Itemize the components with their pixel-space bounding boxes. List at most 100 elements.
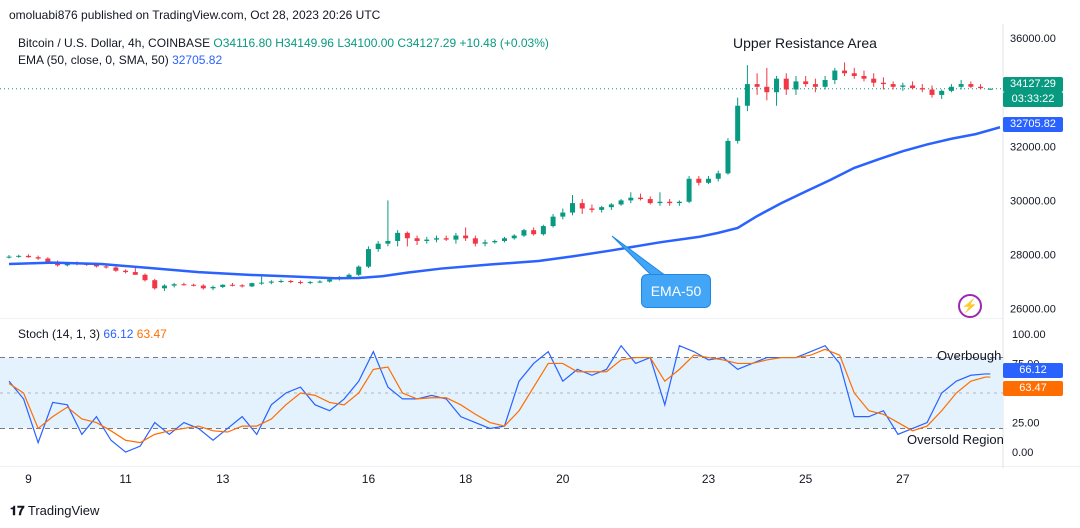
candle-body (978, 86, 984, 89)
candle-body (113, 267, 119, 271)
ema-line (8, 126, 1001, 280)
candle-body (871, 78, 877, 83)
candle-body (579, 203, 585, 209)
price-change: +10.48 (+0.03%) (459, 36, 549, 50)
candle-body (259, 282, 265, 284)
candle-body (511, 235, 517, 239)
candle-body (715, 173, 721, 179)
oversold-label: Oversold Region (907, 432, 1004, 447)
candle-body (696, 178, 702, 183)
candle-body (968, 84, 974, 87)
overbought-label: Overbough (937, 348, 1002, 363)
candle-body (268, 281, 274, 283)
tradingview-brand: 𝟏𝟕 TradingView (10, 503, 99, 519)
candle-body (540, 226, 546, 235)
stoch-k-value: 66.12 (103, 327, 134, 341)
price-tick-label: 36000.00 (1010, 33, 1056, 45)
lightning-icon[interactable]: ⚡ (958, 294, 982, 318)
stoch-label: Stoch (14, 1, 3) (18, 327, 101, 341)
candle-body (676, 201, 682, 204)
time-tick-label: 11 (119, 472, 132, 486)
candle-body (521, 230, 527, 236)
price-tick-label: 30000.00 (1010, 195, 1056, 207)
candle-body (239, 285, 245, 287)
candle-body (880, 82, 886, 85)
candle-body (453, 235, 459, 240)
candle-body (851, 73, 857, 76)
candle-body (958, 84, 964, 87)
candle-body (939, 90, 945, 95)
upper-resistance-label: Upper Resistance Area (733, 35, 877, 51)
candle-body (25, 255, 31, 258)
candle-body (987, 88, 993, 90)
candle-body (152, 280, 158, 289)
candle-body (550, 216, 556, 227)
candle-body (35, 257, 41, 259)
candle-body (346, 274, 352, 278)
time-tick-label: 20 (556, 472, 570, 486)
candle-body (161, 285, 167, 289)
candle-body (123, 270, 129, 273)
candle-body (832, 70, 838, 81)
candle-body (472, 238, 478, 244)
candle-body (433, 238, 439, 240)
countdown-tag: 03:33:22 (1003, 92, 1063, 107)
candle-body (93, 264, 99, 267)
candle-body (725, 140, 731, 174)
time-tick-label: 9 (25, 472, 32, 486)
candle-body (783, 78, 789, 90)
symbol-name: Bitcoin / U.S. Dollar, 4h, COINBASE (18, 36, 211, 50)
time-tick-label: 25 (799, 472, 813, 486)
candle-body (628, 197, 634, 201)
candle-body (191, 284, 197, 286)
candle-body (463, 235, 469, 239)
candle-body (919, 88, 925, 90)
candle-body (599, 207, 605, 210)
last-price-tag: 34127.29 (1003, 77, 1063, 92)
stoch-k-tag: 66.12 (1003, 363, 1063, 378)
stoch-tick-label: 0.00 (1012, 447, 1033, 459)
candle-body (220, 284, 226, 287)
stoch-d-value: 63.47 (136, 327, 167, 341)
candle-body (900, 85, 906, 87)
stoch-tick-label: 25.00 (1012, 418, 1040, 430)
ohlc-close: C34127.29 (397, 36, 457, 50)
ema-legend-value: 32705.82 (172, 53, 223, 67)
candle-body (443, 238, 449, 240)
candle-body (249, 283, 255, 287)
candle-body (570, 203, 576, 213)
time-axis: 9 11 13 16 18 20 23 25 27 (0, 466, 1080, 486)
candle-body (735, 105, 741, 141)
candle-body (142, 274, 148, 281)
price-chart[interactable]: 26000.00 28000.00 30000.00 32000.00 36000.00 (0, 24, 1080, 320)
stoch-tick-label: 100.00 (1012, 329, 1046, 341)
candle-body (395, 232, 401, 241)
time-tick-label: 27 (896, 472, 910, 486)
brand-name: TradingView (27, 503, 100, 518)
candle-body (356, 266, 362, 275)
ema-callout[interactable]: EMA-50 (641, 274, 711, 308)
candle-body (45, 258, 51, 263)
price-tick-label: 28000.00 (1010, 249, 1056, 261)
candle-body (774, 78, 780, 93)
candle-body (317, 281, 323, 283)
stoch-band (0, 357, 1003, 429)
candle-body (6, 256, 12, 258)
publisher-line: omoluabi876 published on TradingView.com… (9, 8, 381, 22)
time-tick-label: 13 (216, 472, 230, 486)
tradingview-logo-icon: 𝟏𝟕 (10, 503, 25, 518)
candle-body (560, 212, 566, 217)
symbol-legend: Bitcoin / U.S. Dollar, 4h, COINBASE O341… (18, 36, 549, 50)
candle-body (297, 282, 303, 284)
time-tick-label: 23 (702, 472, 716, 486)
candle-body (327, 279, 333, 282)
candle-body (890, 84, 896, 87)
ema-legend: EMA (50, close, 0, SMA, 50) 32705.82 (18, 53, 222, 67)
candle-body (492, 240, 498, 243)
candle-body (307, 282, 313, 284)
candle-body (16, 255, 22, 257)
candle-body (812, 84, 818, 87)
price-tick-label: 32000.00 (1010, 141, 1056, 153)
candle-body (482, 242, 488, 244)
